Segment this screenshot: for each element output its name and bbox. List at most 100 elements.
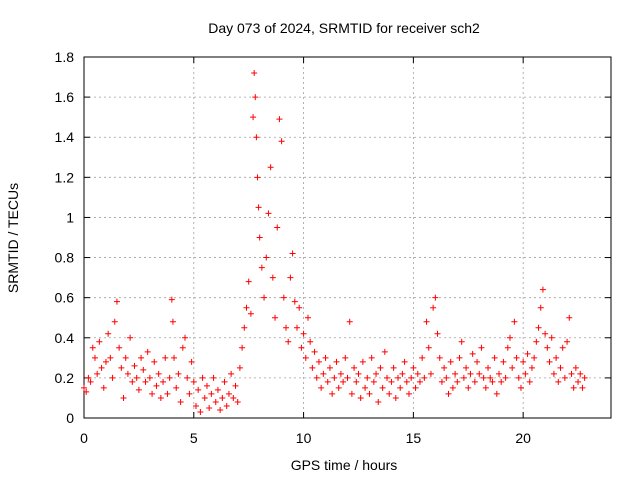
data-point [548,334,555,341]
data-point [256,234,263,241]
data-point [243,304,250,311]
data-point [177,398,184,405]
data-point [311,348,318,355]
data-point [482,384,489,391]
data-point [471,378,478,385]
data-point [320,370,327,377]
data-point [230,394,237,401]
data-point [346,318,353,325]
data-point [111,318,118,325]
data-point [368,354,375,361]
data-point [403,378,410,385]
data-point [579,384,586,391]
data-point [214,386,221,393]
data-point [465,384,472,391]
data-point [261,294,268,301]
data-point [186,390,193,397]
data-point [463,364,470,371]
data-point [526,378,533,385]
data-point [377,364,384,371]
y-tick-label: 1.4 [55,129,75,145]
data-point [255,204,262,211]
data-point [100,384,107,391]
data-point [241,324,248,331]
data-point [375,398,382,405]
data-point [221,378,228,385]
data-point [515,374,522,381]
data-point [423,318,430,325]
data-point [487,374,494,381]
data-point [283,324,290,331]
x-tick-label: 20 [515,430,531,446]
data-point [572,364,579,371]
data-point [335,384,342,391]
data-point [118,364,125,371]
data-points [81,70,588,415]
data-point [416,378,423,385]
data-point [188,358,195,365]
data-point [517,384,524,391]
data-point [500,358,507,365]
data-point [575,378,582,385]
data-point [287,274,294,281]
data-point [265,210,272,217]
data-point [252,94,259,101]
data-point [87,378,94,385]
data-point [105,330,112,337]
data-point [129,378,136,385]
data-point [342,354,349,361]
x-tick-label: 5 [190,430,198,446]
data-point [171,354,178,361]
data-point [94,370,101,377]
y-tick-label: 0.4 [55,330,75,346]
grid-lines [83,56,611,419]
data-point [217,406,224,413]
data-point [120,394,127,401]
data-point [269,274,276,281]
data-point [344,374,351,381]
y-tick-label: 0.6 [55,290,75,306]
data-point [142,378,149,385]
data-point [223,402,230,409]
data-point [386,390,393,397]
data-point [474,358,481,365]
data-point [438,378,445,385]
data-point [182,334,189,341]
data-point [315,358,322,365]
data-point [458,338,465,345]
data-point [83,388,90,395]
data-point [436,354,443,361]
data-point [195,386,202,393]
data-point [581,374,588,381]
data-point [278,138,285,145]
data-point [304,314,311,321]
data-point [127,334,134,341]
data-point [91,354,98,361]
data-point [485,364,492,371]
data-point [225,390,232,397]
data-point [419,354,426,361]
data-point [197,408,204,415]
data-point [250,114,257,121]
data-point [81,384,87,391]
data-point [274,224,281,231]
data-point [258,264,265,271]
data-point [157,394,164,401]
data-point [239,344,246,351]
y-tick-label: 1.8 [55,49,75,65]
data-point [561,374,568,381]
data-point [452,370,459,377]
data-point [412,384,419,391]
y-tick-label: 1 [66,209,74,225]
data-point [384,374,391,381]
data-point [351,364,358,371]
data-point [469,350,476,357]
data-point [410,364,417,371]
data-point [553,354,560,361]
data-point [390,364,397,371]
data-point [96,338,103,345]
data-point [524,350,531,357]
data-point [309,364,316,371]
data-point [307,338,314,345]
data-point [421,374,428,381]
